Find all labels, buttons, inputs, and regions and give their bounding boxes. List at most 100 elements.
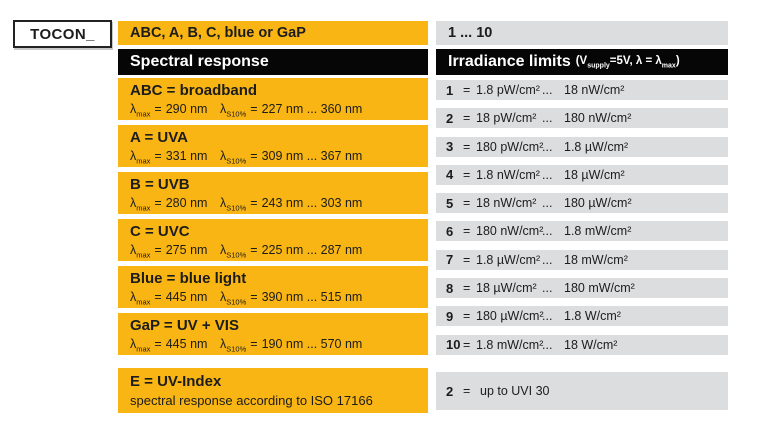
lambda-max-value: 331 nm xyxy=(165,149,208,163)
range-dots: ... xyxy=(542,196,553,211)
lambda-max-value: 445 nm xyxy=(165,337,208,351)
lambda-max-subscript: max xyxy=(136,344,151,354)
equals-sign: = xyxy=(250,196,258,210)
irradiance-row-3: 3 = 180 pW/cm²... 1.8 µW/cm² xyxy=(436,136,728,157)
spectral-row-title: GaP = UV + VIS xyxy=(130,317,239,334)
lambda-symbol: λ xyxy=(130,337,137,351)
lambda-s10-range: 225 nm ... 287 nm xyxy=(261,243,363,257)
spectral-options-bar: ABC, A, B, C, blue or GaP xyxy=(118,21,428,45)
spectral-row-abc: ABC = broadband λmax = 290 nm λS10% = 227 nm … xyxy=(118,78,428,120)
irradiance-min: 1.8 nW/cm² xyxy=(476,167,540,182)
lambda-max-subscript: max xyxy=(136,250,151,260)
lambda-symbol: λ xyxy=(220,149,227,163)
lambda-s10-range: 227 nm ... 360 nm xyxy=(261,102,363,116)
equals-sign: = xyxy=(463,167,471,182)
equals-sign: = xyxy=(154,196,162,210)
equals-sign: = xyxy=(463,224,471,239)
model-name: TOCON_ xyxy=(30,25,95,43)
irradiance-max: 18 mW/cm² xyxy=(564,252,628,267)
lambda-s10-subscript: S10% xyxy=(226,250,247,260)
spectral-row-blue: Blue = blue light λmax = 445 nm λS10% = 390 n… xyxy=(118,266,428,308)
lambda-symbol: λ xyxy=(220,243,227,257)
range-dots: ... xyxy=(542,252,553,267)
irradiance-min: 18 µW/cm² xyxy=(476,281,537,296)
spectral-row-wavelengths: λmax = 290 nm λS10% = 227 nm ... 360 nm xyxy=(130,101,428,118)
irradiance-max: 1.8 mW/cm² xyxy=(564,224,632,239)
irradiance-min: 180 nW/cm² xyxy=(476,224,544,239)
irradiance-options-label: 1 ... 10 xyxy=(448,25,493,41)
uv-index-title: E = UV-Index xyxy=(130,373,222,390)
lambda-s10-subscript: S10% xyxy=(226,344,247,354)
equals-sign: = xyxy=(463,309,471,324)
spectral-options-label: ABC, A, B, C, blue or GaP xyxy=(130,25,306,41)
lambda-s10-range: 309 nm ... 367 nm xyxy=(261,149,363,163)
lambda-symbol: λ xyxy=(220,196,227,210)
range-dots: ... xyxy=(542,167,553,182)
lambda-max-subscript: max xyxy=(136,203,151,213)
equals-sign: = xyxy=(463,139,471,154)
lambda-max-subscript: max xyxy=(136,109,151,119)
irradiance-row-8: 8 = 18 µW/cm²... 180 mW/cm² xyxy=(436,278,728,299)
irradiance-row-number: 2 xyxy=(446,110,454,126)
equals-sign: = xyxy=(154,102,162,116)
lambda-symbol: λ xyxy=(130,243,137,257)
irradiance-row-number: 6 xyxy=(446,223,454,239)
irradiance-min: 180 µW/cm² xyxy=(476,309,544,324)
irradiance-row-2: 2 = 18 pW/cm²... 180 nW/cm² xyxy=(436,108,728,129)
irradiance-max: 180 mW/cm² xyxy=(564,281,635,296)
equals-sign: = xyxy=(154,243,162,257)
spectral-row-wavelengths: λmax = 331 nm λS10% = 309 nm ... 367 nm xyxy=(130,148,428,165)
spectral-row-title: A = UVA xyxy=(130,129,188,146)
uv-index-subtitle: spectral response according to ISO 17166 xyxy=(130,393,373,408)
irradiance-min: 1.8 mW/cm² xyxy=(476,337,544,352)
spectral-row-title: Blue = blue light xyxy=(130,270,247,287)
spectral-response-header: Spectral response xyxy=(118,49,428,75)
lambda-max-value: 290 nm xyxy=(165,102,208,116)
irradiance-row-number: 2 xyxy=(446,383,454,399)
irradiance-row-number: 1 xyxy=(446,82,454,98)
equals-sign: = xyxy=(463,337,471,352)
irradiance-max: 180 µW/cm² xyxy=(564,196,632,211)
spectral-row-gap: GaP = UV + VIS λmax = 445 nm λS10% = 190 nm .… xyxy=(118,313,428,355)
lambda-s10-subscript: S10% xyxy=(226,109,247,119)
irradiance-row-number: 5 xyxy=(446,195,454,211)
lambda-max-subscript: max xyxy=(661,62,676,70)
spectral-row-c: C = UVC λmax = 275 nm λS10% = 225 nm ... 287 … xyxy=(118,219,428,261)
spectral-response-header-label: Spectral response xyxy=(130,53,269,70)
irradiance-max: 180 nW/cm² xyxy=(564,111,632,126)
equals-sign: = xyxy=(463,252,471,267)
spectral-row-title: ABC = broadband xyxy=(130,82,258,99)
equals-sign: = xyxy=(463,196,471,211)
irradiance-row-1: 1 = 1.8 pW/cm²... 18 nW/cm² xyxy=(436,80,728,100)
lambda-symbol: λ xyxy=(130,290,137,304)
equals-sign: = xyxy=(154,290,162,304)
irradiance-max: 18 W/cm² xyxy=(564,337,618,352)
irradiance-min: 18 nW/cm² xyxy=(476,196,537,211)
equals-sign: = xyxy=(463,83,471,97)
spectral-row-wavelengths: λmax = 280 nm λS10% = 243 nm ... 303 nm xyxy=(130,195,428,212)
irradiance-min: 1.8 µW/cm² xyxy=(476,252,541,267)
supply-subscript: supply xyxy=(587,62,610,70)
spectral-row-wavelengths: λmax = 445 nm λS10% = 390 nm ... 515 nm xyxy=(130,289,428,306)
irradiance-min: 180 pW/cm² xyxy=(476,139,544,154)
lambda-s10-subscript: S10% xyxy=(226,297,247,307)
lambda-max-subscript: max xyxy=(136,297,151,307)
range-dots: ... xyxy=(542,224,553,239)
irradiance-limits-list: 1 = 1.8 pW/cm²... 18 nW/cm² 2 = 18 pW/cm²... 1… xyxy=(436,80,728,355)
equals-sign: = xyxy=(250,149,258,163)
irradiance-row-number: 9 xyxy=(446,308,454,324)
irradiance-row-4: 4 = 1.8 nW/cm²... 18 µW/cm² xyxy=(436,164,728,185)
irradiance-row-9: 9 = 180 µW/cm²... 1.8 W/cm² xyxy=(436,306,728,327)
range-dots: ... xyxy=(542,337,553,352)
lambda-max-value: 445 nm xyxy=(165,290,208,304)
irradiance-limits-header: Irradiance limits (Vsupply=5V, λ = λmax) xyxy=(436,49,728,75)
irradiance-row-number: 4 xyxy=(446,167,454,183)
lambda-s10-range: 390 nm ... 515 nm xyxy=(261,290,363,304)
irradiance-max: 1.8 µW/cm² xyxy=(564,139,629,154)
irradiance-min: 1.8 pW/cm² xyxy=(476,83,540,97)
lambda-symbol: λ xyxy=(220,102,227,116)
equals-sign: = xyxy=(250,337,258,351)
range-dots: ... xyxy=(542,281,553,296)
irradiance-min: 18 pW/cm² xyxy=(476,111,537,126)
